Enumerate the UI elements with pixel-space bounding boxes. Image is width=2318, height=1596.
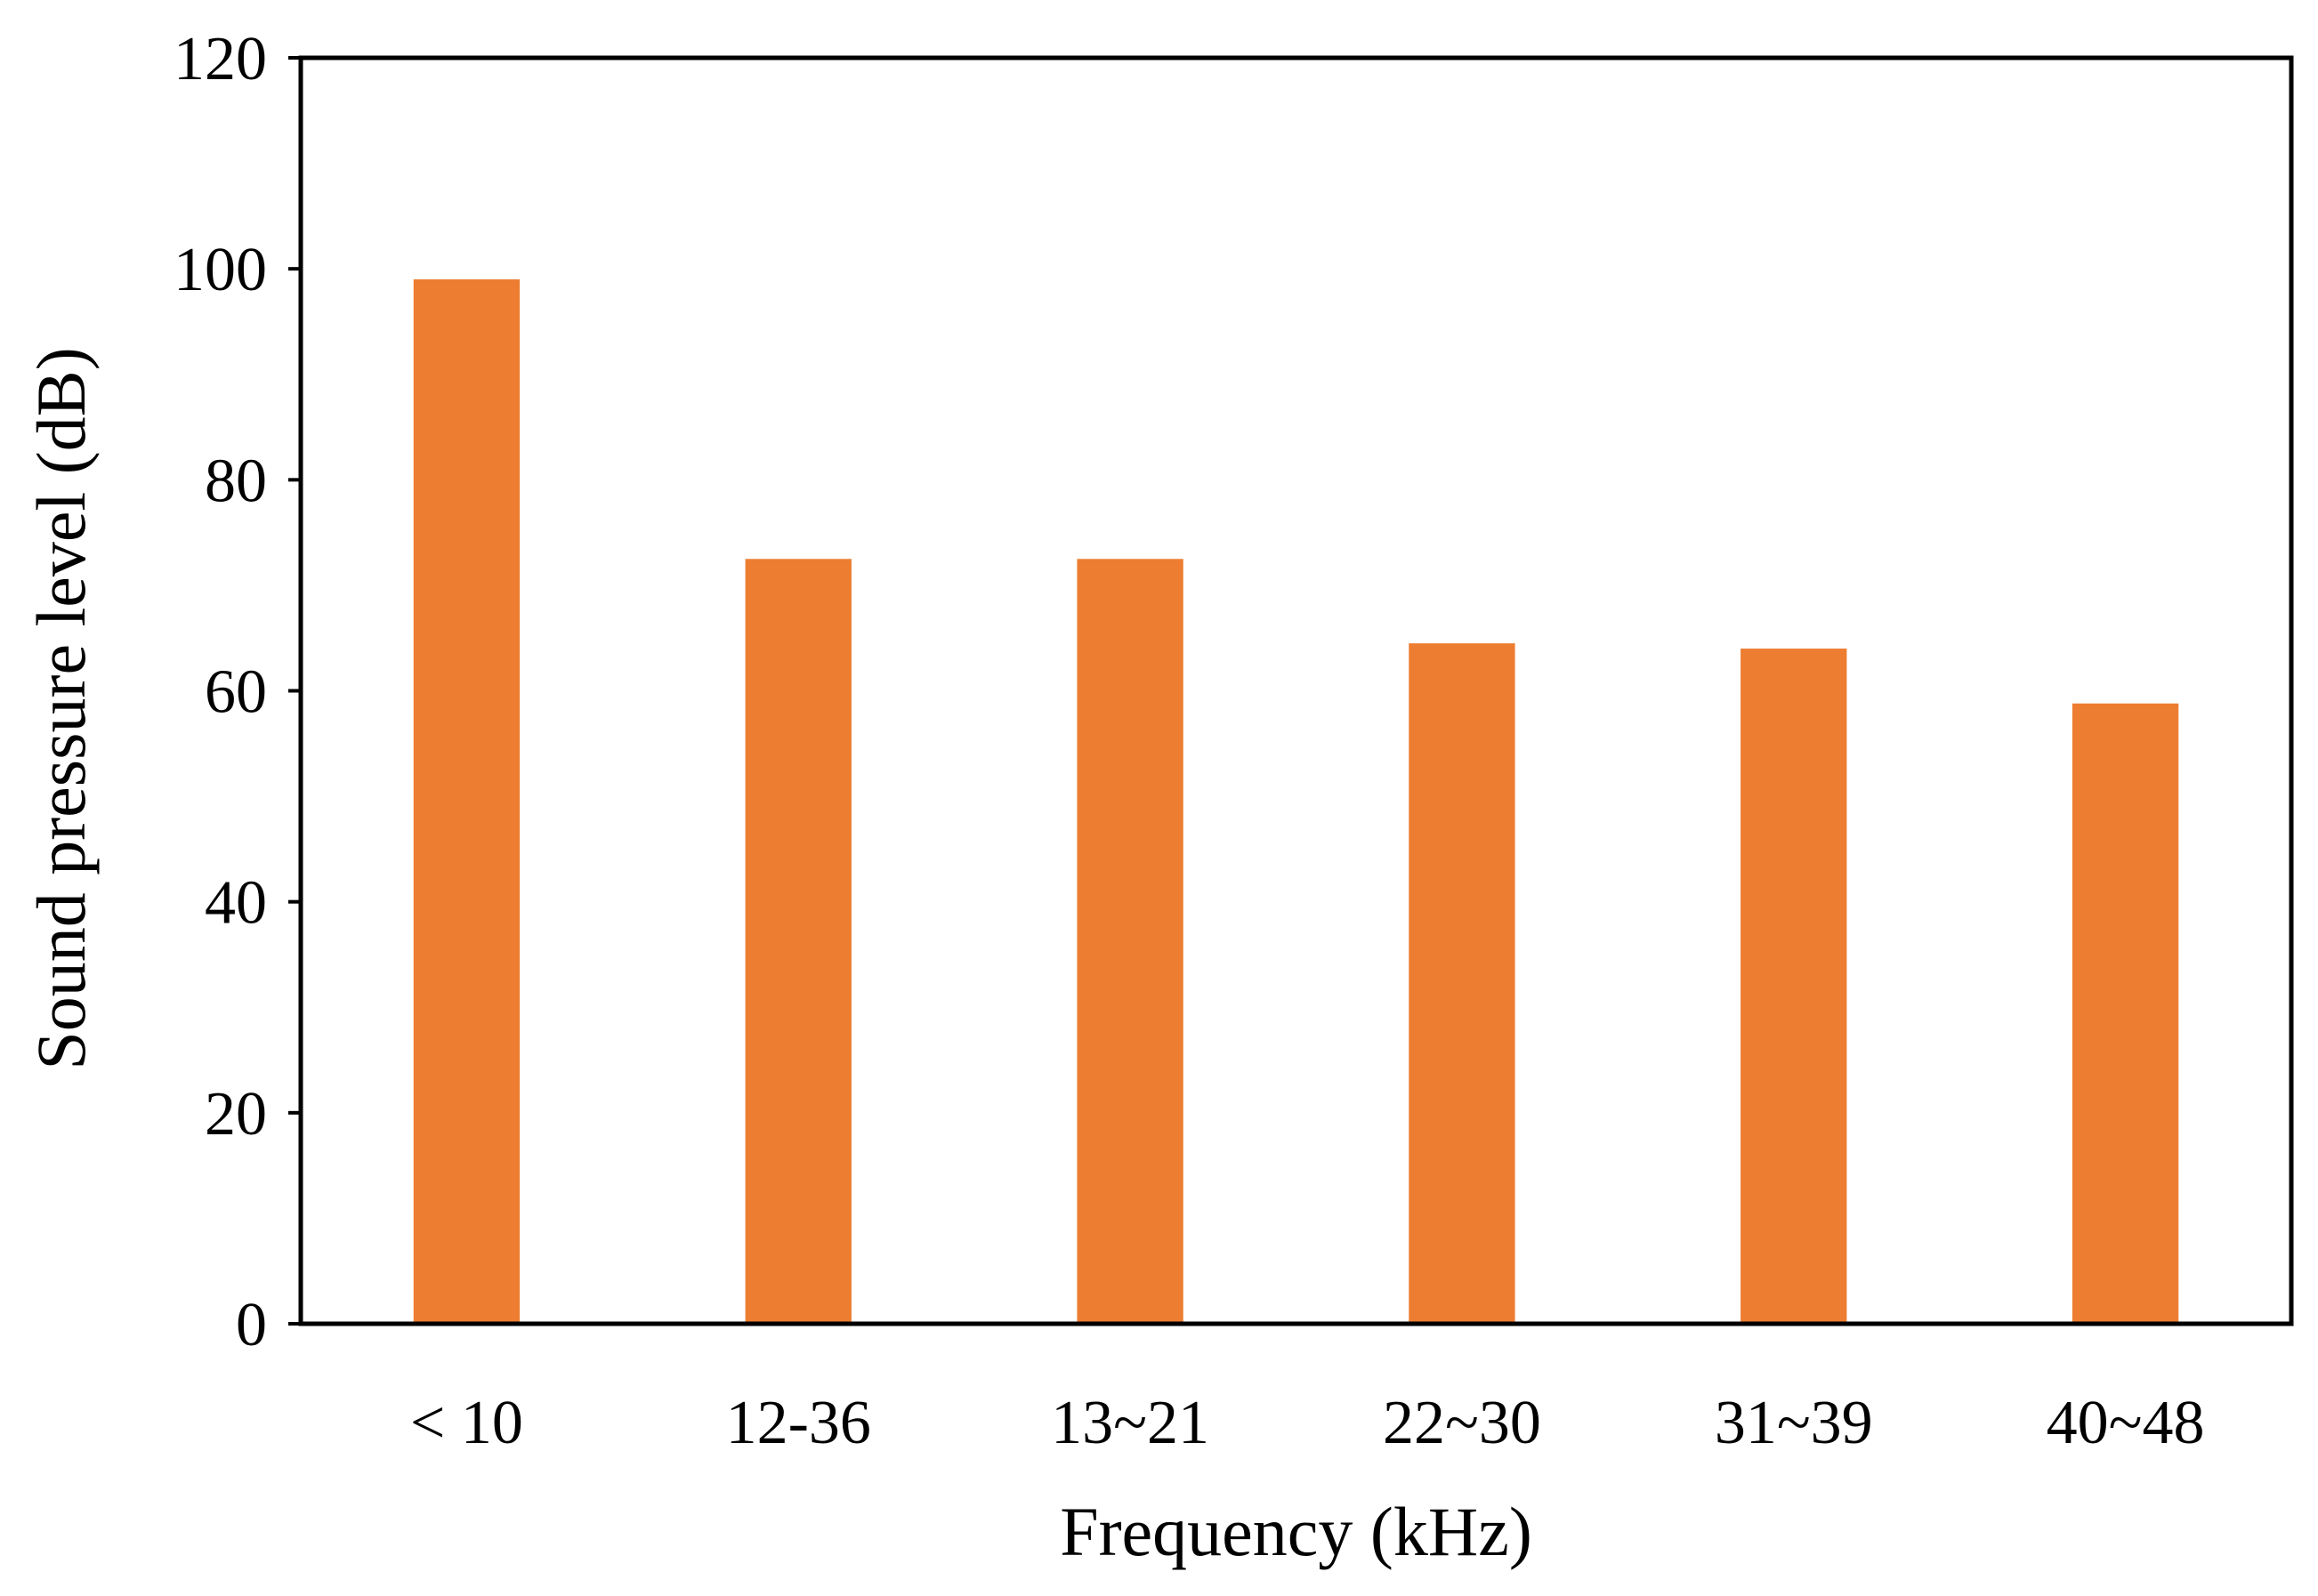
x-axis-ticks: < 10 12-36 13~21 22~30 31~39 40~48 xyxy=(410,1389,2205,1457)
x-category-label: 13~21 xyxy=(1051,1389,1209,1457)
y-axis-ticks: 0 20 40 60 80 100 120 xyxy=(174,25,301,1359)
y-tick-label: 60 xyxy=(205,658,267,727)
y-tick-label: 100 xyxy=(174,236,267,304)
bar-2 xyxy=(1077,559,1183,1324)
plot-area-frame xyxy=(298,55,2294,1326)
y-tick-label: 80 xyxy=(205,447,267,515)
x-category-label: 22~30 xyxy=(1383,1389,1541,1457)
x-axis-title: Frequency (kHz) xyxy=(1060,1493,1532,1570)
y-tick-label: 40 xyxy=(205,869,267,938)
bar-1 xyxy=(745,559,852,1324)
y-tick-label: 0 xyxy=(236,1291,267,1359)
x-category-label: < 10 xyxy=(410,1389,523,1457)
bar-4 xyxy=(1741,649,1847,1324)
y-tick-label: 20 xyxy=(205,1080,267,1149)
x-category-label: 31~39 xyxy=(1715,1389,1873,1457)
bar-5 xyxy=(2072,703,2179,1324)
x-category-label: 40~48 xyxy=(2047,1389,2205,1457)
bars-group xyxy=(413,279,2179,1324)
y-tick-label: 120 xyxy=(174,25,267,93)
bar-0 xyxy=(413,279,521,1324)
bar-3 xyxy=(1409,643,1515,1324)
y-axis-title: Sound pressure level (dB) xyxy=(22,347,100,1069)
x-category-label: 12-36 xyxy=(726,1389,871,1457)
